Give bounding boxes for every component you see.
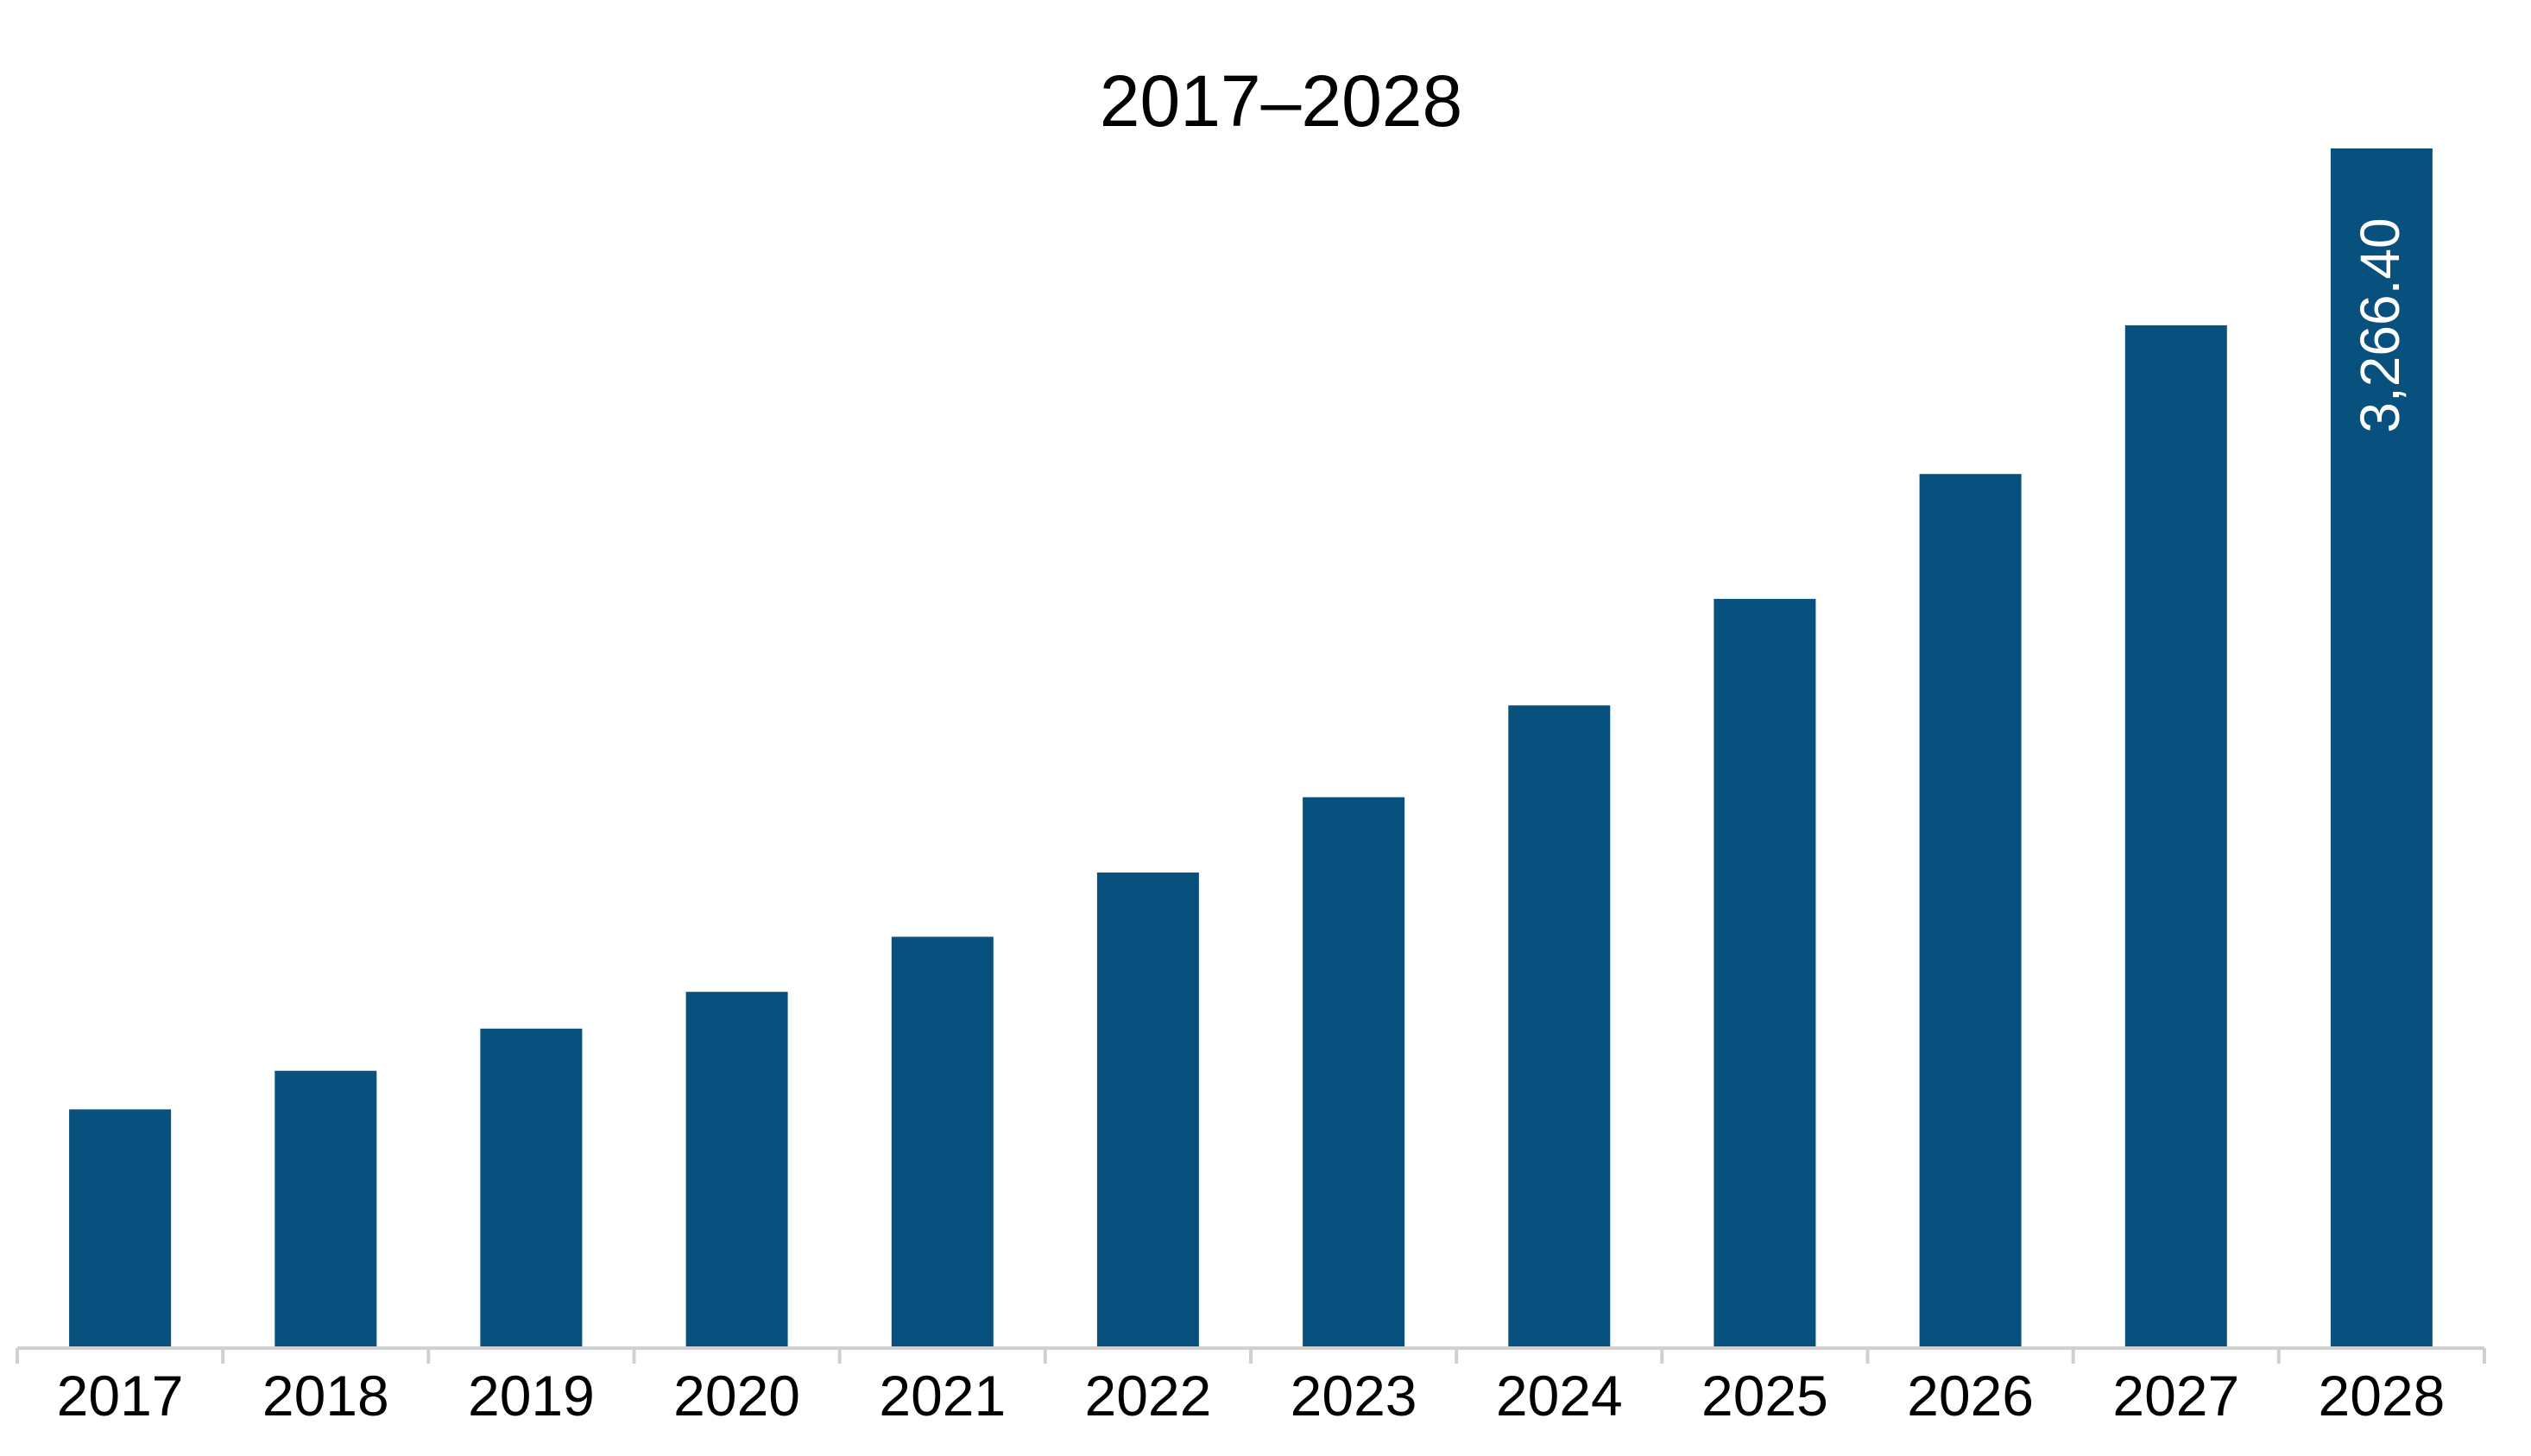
bar-2028 [2330,148,2433,1348]
bars-layer [69,148,2433,1348]
bar-2022 [1096,872,1199,1348]
chart-title: 2017–2028 [1100,60,1462,142]
x-tick-label-2024: 2024 [1496,1364,1623,1428]
bar-2018 [275,1070,377,1348]
data-labels: 3,266.40 [2349,217,2411,432]
x-tick-label-2027: 2027 [2112,1364,2239,1428]
x-tick-label-2025: 2025 [1701,1364,1828,1428]
data-label-2028: 3,266.40 [2349,217,2411,432]
bar-2023 [1303,797,1405,1348]
x-tick-label-2026: 2026 [1907,1364,2034,1428]
x-tick-label-2017: 2017 [57,1364,184,1428]
x-tick-label-2021: 2021 [879,1364,1006,1428]
bar-2026 [1919,474,2022,1348]
x-tick-label-2018: 2018 [262,1364,389,1428]
x-tick-label-2022: 2022 [1084,1364,1211,1428]
x-axis [16,1346,2486,1364]
x-tick-labels: 2017 2018 2019 2020 2021 2022 2023 2024 2025 2026… [57,1364,2446,1428]
bar-2019 [480,1028,583,1348]
bar-2025 [1714,598,1816,1348]
x-tick-label-2020: 2020 [673,1364,800,1428]
bar-2020 [685,992,788,1348]
bar-2027 [2124,325,2227,1348]
x-tick-label-2023: 2023 [1291,1364,1417,1428]
x-tick-label-2028: 2028 [2318,1364,2445,1428]
x-tick-label-2019: 2019 [468,1364,595,1428]
bar-2017 [69,1109,172,1348]
bar-2021 [891,936,994,1348]
bar-2024 [1508,705,1611,1348]
